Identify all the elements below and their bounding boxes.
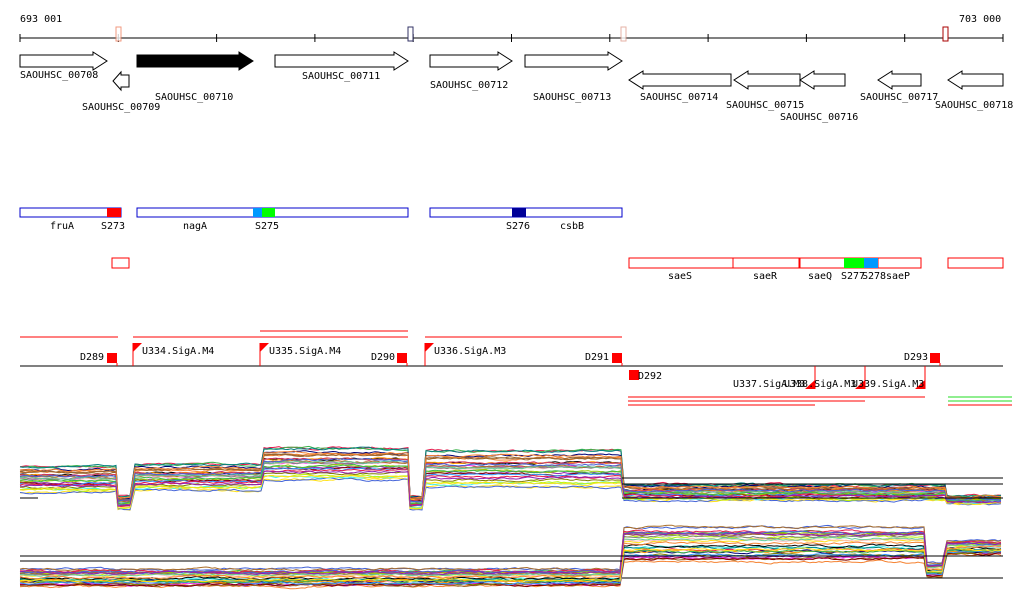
promoter-label: U334.SigA.M4 <box>142 346 214 357</box>
operon-label: S277 <box>841 271 865 282</box>
expression-trace-top <box>19 460 1002 504</box>
expression-trace-top <box>19 477 1002 511</box>
expression-trace-top <box>19 460 1002 504</box>
expression-trace-top <box>19 468 1002 508</box>
operon-label: saeP <box>886 271 910 282</box>
expression-trace-top <box>19 470 1002 507</box>
promoter-flag[interactable] <box>425 343 434 352</box>
terminator-label: D289 <box>80 352 104 363</box>
gene-label[interactable]: SAOUHSC_00708 <box>20 70 98 81</box>
gene-label[interactable]: SAOUHSC_00711 <box>302 71 380 82</box>
ruler-marker[interactable] <box>620 26 627 42</box>
site-block[interactable] <box>512 208 526 217</box>
terminator-label: D290 <box>371 352 395 363</box>
gene-label[interactable]: SAOUHSC_00709 <box>82 102 160 113</box>
gene-arrow[interactable] <box>19 51 108 71</box>
site-block[interactable] <box>107 208 121 217</box>
promoter-flag[interactable] <box>260 343 269 352</box>
operon-label: fruA <box>50 221 74 232</box>
expression-trace-bottom <box>19 541 1001 580</box>
operon-label: saeQ <box>808 271 832 282</box>
operon-box[interactable] <box>947 257 1004 269</box>
terminator-marker[interactable] <box>629 370 639 380</box>
operon-label: S276 <box>506 221 530 232</box>
promoter-flag[interactable] <box>915 380 925 389</box>
site-block[interactable] <box>844 258 864 268</box>
terminator-label: D291 <box>585 352 609 363</box>
gene-arrow[interactable] <box>524 51 623 71</box>
promoter-label: U339.SigA.M3 <box>852 379 924 390</box>
expression-trace-bottom <box>19 524 1002 572</box>
ruler-marker[interactable] <box>942 26 949 42</box>
gene-arrow[interactable] <box>429 51 513 71</box>
expression-trace-bottom <box>19 550 1001 586</box>
promoter-flag[interactable] <box>133 343 142 352</box>
operon-label: S273 <box>101 221 125 232</box>
expression-trace-bottom <box>19 532 1002 576</box>
gene-arrow[interactable] <box>274 51 409 71</box>
promoter-label: U337.SigA.M3 <box>733 379 805 390</box>
operon-box[interactable] <box>628 257 734 269</box>
promoter-flag[interactable] <box>805 380 815 389</box>
promoter-label: U335.SigA.M4 <box>269 346 341 357</box>
gene-label[interactable]: SAOUHSC_00717 <box>860 92 938 103</box>
site-block[interactable] <box>253 208 262 217</box>
operon-label: S278 <box>862 271 886 282</box>
gene-label[interactable]: SAOUHSC_00715 <box>726 100 804 111</box>
gene-label[interactable]: SAOUHSC_00712 <box>430 80 508 91</box>
site-block[interactable] <box>262 208 275 217</box>
gene-arrow[interactable] <box>628 70 732 90</box>
terminator-marker[interactable] <box>107 353 117 363</box>
gene-label[interactable]: SAOUHSC_00714 <box>640 92 718 103</box>
expression-trace-bottom <box>19 533 1001 577</box>
promoter-label: U336.SigA.M3 <box>434 346 506 357</box>
gene-arrow[interactable] <box>799 70 846 90</box>
operon-box[interactable] <box>732 257 800 269</box>
gene-label[interactable]: SAOUHSC_00716 <box>780 112 858 123</box>
gene-arrow[interactable] <box>136 51 254 71</box>
expression-trace-top <box>19 450 1002 500</box>
expression-trace-top <box>19 446 1002 498</box>
operon-box[interactable] <box>19 207 122 218</box>
terminator-label: D292 <box>638 371 662 382</box>
ruler-marker[interactable] <box>407 26 414 42</box>
expression-trace-bottom <box>19 536 1002 578</box>
terminator-marker[interactable] <box>930 353 940 363</box>
gene-arrow[interactable] <box>877 70 922 90</box>
ruler-start-label: 693 001 <box>20 14 62 25</box>
operon-label: saeR <box>753 271 778 282</box>
promoter-label: U338.SigA.M3 <box>784 379 856 390</box>
expression-trace-top <box>19 457 1002 503</box>
expression-trace-top <box>19 463 1002 505</box>
gene-label[interactable]: SAOUHSC_00710 <box>155 92 233 103</box>
terminator-marker[interactable] <box>397 353 407 363</box>
expression-trace-bottom <box>19 547 1002 583</box>
gene-label[interactable]: SAOUHSC_00718 <box>935 100 1013 111</box>
gene-label[interactable]: SAOUHSC_00713 <box>533 92 611 103</box>
gene-arrow[interactable] <box>112 70 130 92</box>
ruler-marker[interactable] <box>115 26 122 42</box>
operon-label: csbB <box>560 221 584 232</box>
operon-label: S275 <box>255 221 279 232</box>
operon-label: nagA <box>183 221 207 232</box>
terminator-marker[interactable] <box>612 353 622 363</box>
terminator-label: D293 <box>904 352 928 363</box>
operon-label: saeS <box>668 271 692 282</box>
gene-arrow[interactable] <box>947 70 1004 90</box>
expression-trace-bottom <box>19 530 1002 575</box>
promoter-flag[interactable] <box>855 380 865 389</box>
operon-box[interactable] <box>877 257 922 269</box>
gene-arrow[interactable] <box>733 70 801 90</box>
operon-box[interactable] <box>111 257 130 269</box>
ruler-end-label: 703 000 <box>959 14 1001 25</box>
site-block[interactable] <box>864 258 878 268</box>
